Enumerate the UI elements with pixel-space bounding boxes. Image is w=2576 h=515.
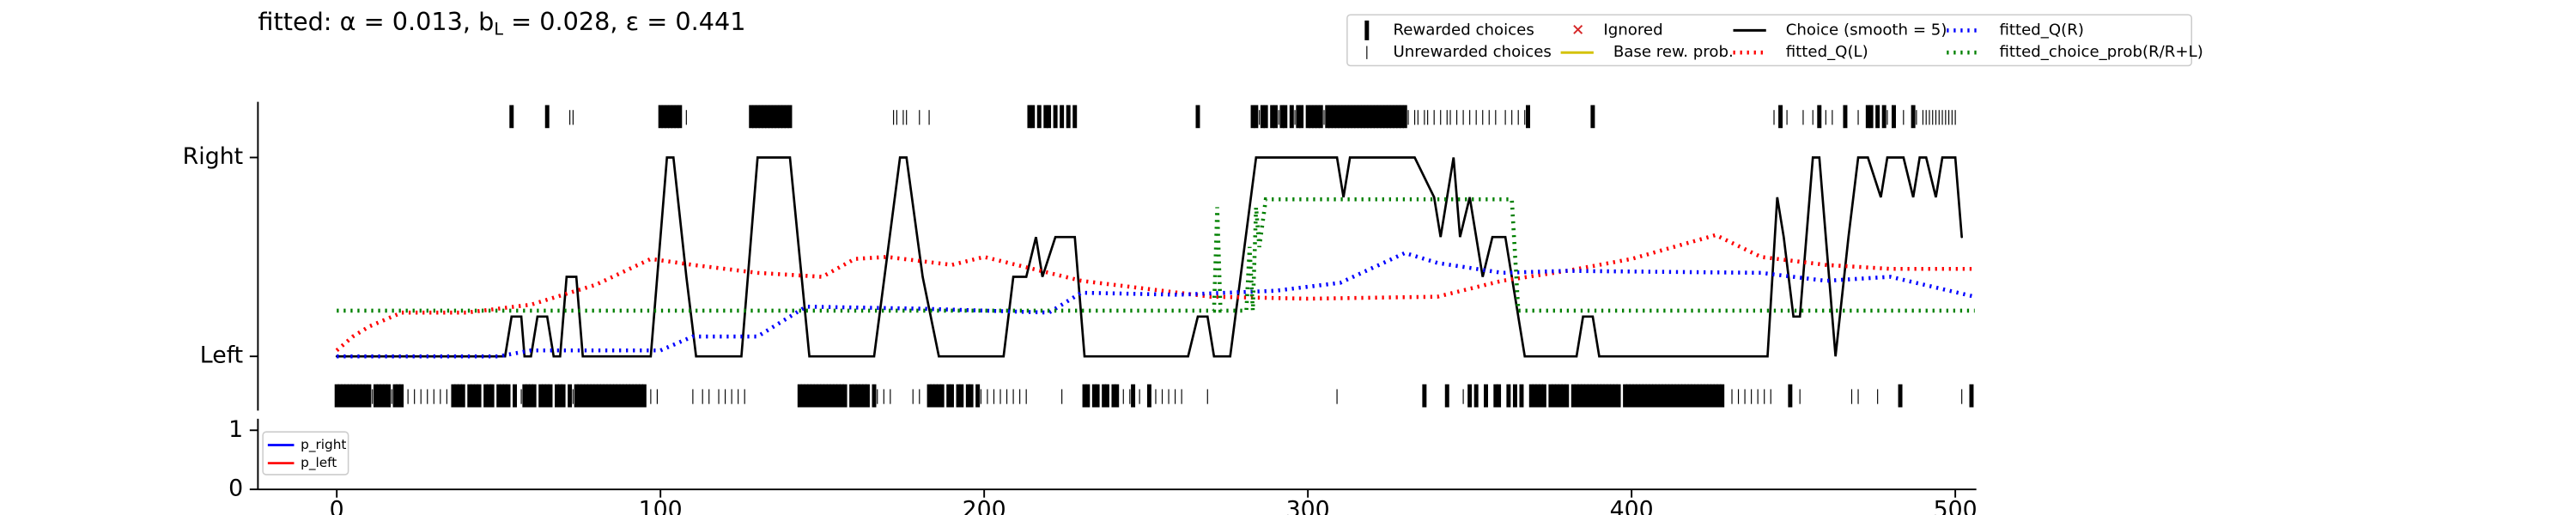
series-line [335,156,1964,358]
legend-label: fitted_choice_prob(R/R+L) [1999,43,2202,61]
legend-label: p_right [301,437,346,453]
y-tick-label: 1 [228,416,243,443]
legend-marker [1573,24,1583,34]
x-tick-label: 300 [1286,497,1330,515]
series-line [335,233,1975,352]
title-subscript: L [494,19,503,39]
legend-label: Rewarded choices [1393,21,1534,39]
x-tick-label: 200 [963,497,1006,515]
legend-label: Base rew. prob. [1613,43,1734,61]
series-line [337,251,1976,359]
legend-label: p_left [301,455,337,471]
chart-title: fitted: α = 0.013, bL = 0.028, ε = 0.441 [258,7,745,39]
legend-label: fitted_Q(R) [1999,21,2084,39]
x-tick-label: 100 [639,497,683,515]
x-tick-label: 0 [330,497,344,515]
title-part: fitted: α = 0.013, b [258,7,494,36]
legend-label: Ignored [1603,21,1662,39]
legend-label: Choice (smooth = 5) [1786,21,1947,39]
legend-label: Unrewarded choices [1393,43,1551,61]
x-tick-label: 400 [1610,497,1654,515]
series-line [337,197,1975,313]
legend-label: fitted_Q(L) [1786,43,1868,61]
legend-frame [1346,14,2193,67]
y-tick-label: 0 [228,476,243,502]
y-tick-label: Left [200,342,243,369]
title-part: = 0.028, ε = 0.441 [503,7,746,36]
x-tick-label: 500 [1934,497,1978,515]
y-tick-label: Right [183,143,243,170]
